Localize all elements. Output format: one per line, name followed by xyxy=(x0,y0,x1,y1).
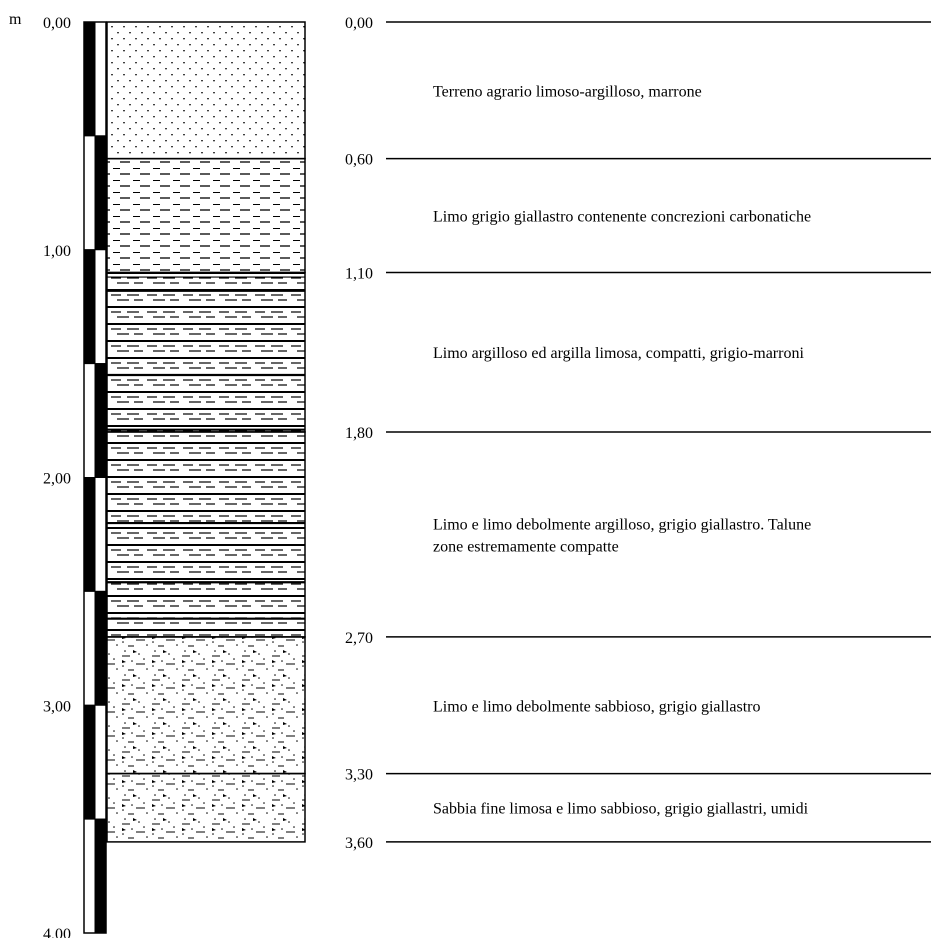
scale-segment-left xyxy=(83,818,96,934)
scale-segment-left xyxy=(83,135,96,251)
layer-description: Terreno agrario limoso-argilloso, marron… xyxy=(433,83,702,100)
scale-segment-left xyxy=(83,590,96,706)
scale-segment-right xyxy=(94,590,107,706)
scale-segment-right xyxy=(94,135,107,251)
lithology-layer xyxy=(106,431,306,638)
scale-segment-left xyxy=(83,21,96,137)
boundary-depth-label: 1,10 xyxy=(345,266,373,283)
layer-description: Limo e limo debolmente argilloso, grigio… xyxy=(433,516,811,533)
boundary-depth-label: 0,00 xyxy=(345,15,373,32)
lithology-layer xyxy=(106,157,306,274)
depth-tick-label: 2,00 xyxy=(43,471,71,488)
boundary-depth-label: 3,30 xyxy=(345,767,373,784)
layer-description: Limo argilloso ed argilla limosa, compat… xyxy=(433,345,804,362)
layer-description: Limo grigio giallastro contenente concre… xyxy=(433,209,811,226)
boundary-depth-label: 1,80 xyxy=(345,425,373,442)
layer-description: Sabbia fine limosa e limo sabbioso, grig… xyxy=(433,801,809,818)
unit-label: m xyxy=(9,11,22,28)
layer-description: Limo e limo debolmente sabbioso, grigio … xyxy=(433,698,761,715)
depth-tick-label: 0,00 xyxy=(43,15,71,32)
scale-segment-left xyxy=(83,477,96,592)
boundary-depth-label: 2,70 xyxy=(345,630,373,647)
scale-segment-left xyxy=(83,363,96,478)
lithology-layer xyxy=(106,772,306,843)
scale-segment-right xyxy=(94,477,107,592)
scale-segment-right xyxy=(94,704,107,820)
lithology-layer xyxy=(106,271,306,433)
layer-description: zone estremamente compatte xyxy=(433,538,619,555)
scale-segment-right xyxy=(94,21,107,137)
lithology-layer xyxy=(106,636,306,775)
depth-tick-label: 1,00 xyxy=(43,243,71,260)
lithology-layer xyxy=(106,21,306,160)
depth-tick-label: 4,00 xyxy=(43,926,71,938)
scale-segment-left xyxy=(83,249,96,365)
scale-segment-left xyxy=(83,704,96,820)
depth-tick-label: 3,00 xyxy=(43,698,71,715)
scale-segment-right xyxy=(94,249,107,365)
boundary-depth-label: 3,60 xyxy=(345,835,373,852)
scale-bar-frame xyxy=(83,21,107,934)
scale-segment-right xyxy=(94,818,107,934)
scale-segment-right xyxy=(94,363,107,478)
boundary-depth-label: 0,60 xyxy=(345,152,373,169)
